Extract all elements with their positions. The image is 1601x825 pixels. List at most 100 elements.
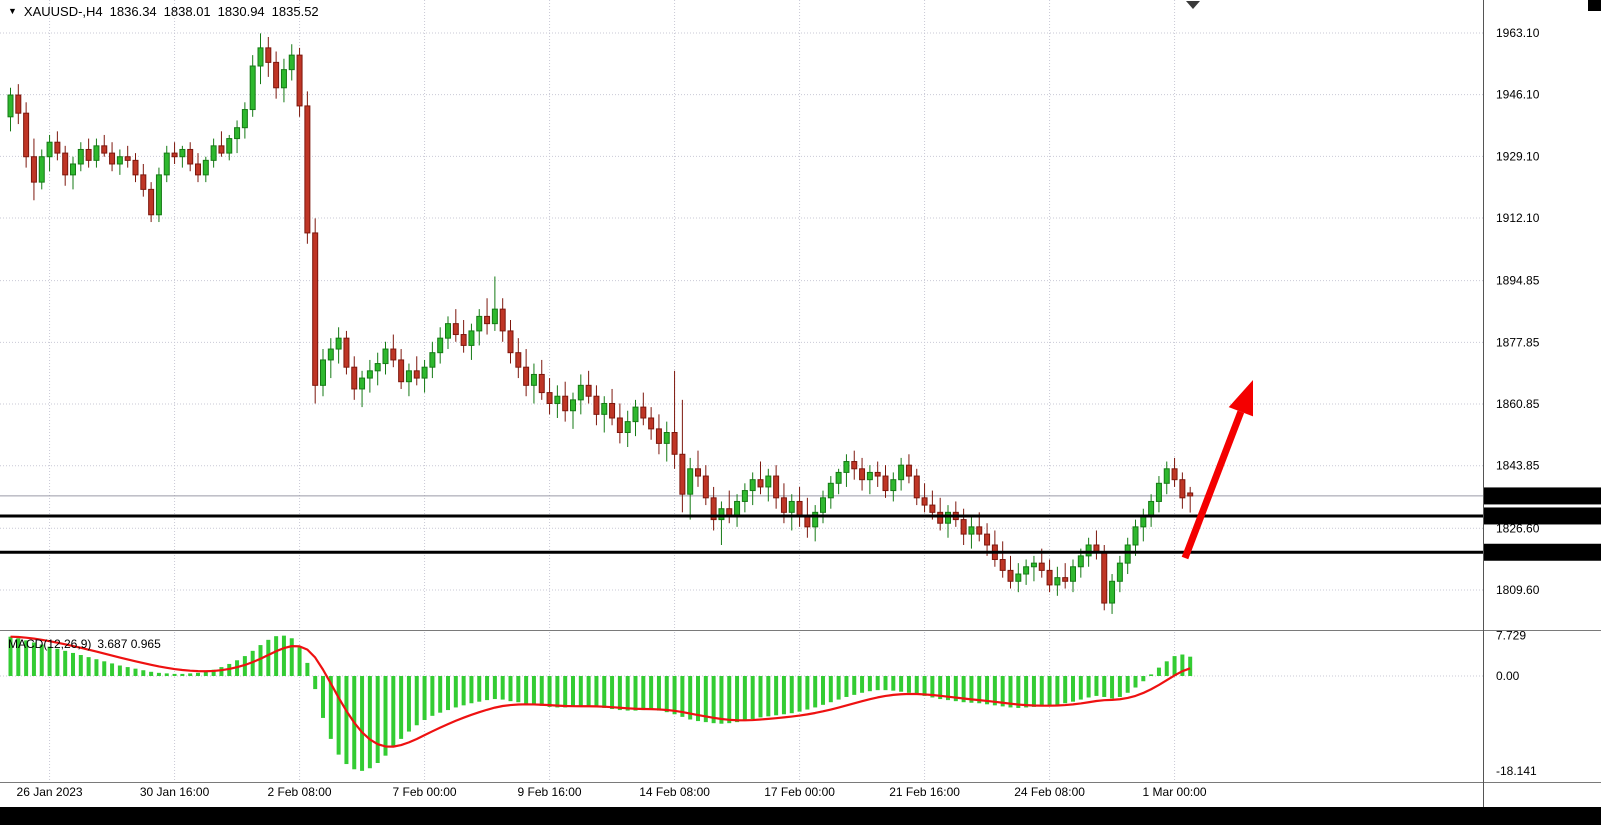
trend-arrow[interactable] xyxy=(1181,380,1254,560)
candle-body xyxy=(749,479,756,492)
candle-body xyxy=(820,497,826,513)
macd-bar xyxy=(438,676,443,713)
time-tick-label: 9 Feb 16:00 xyxy=(518,785,582,799)
candle-body xyxy=(288,54,295,71)
macd-bar xyxy=(164,673,169,676)
candle-body xyxy=(413,370,420,379)
macd-bar xyxy=(742,676,747,721)
candle-body xyxy=(366,370,373,379)
candle-body xyxy=(780,497,787,513)
candle-body xyxy=(437,337,444,354)
candle-body xyxy=(648,417,655,430)
price-tick-label: 1963.10 xyxy=(1496,26,1540,40)
macd-bar xyxy=(367,676,372,769)
macd-bar xyxy=(1086,676,1091,698)
macd-bar xyxy=(555,676,560,708)
candle-body xyxy=(23,112,30,158)
candle-body xyxy=(1030,562,1037,568)
macd-bar xyxy=(781,676,786,715)
macd-bar xyxy=(375,676,380,764)
candle-body xyxy=(429,352,436,368)
candle-body xyxy=(77,148,84,165)
macd-bar xyxy=(39,644,44,676)
candle-body xyxy=(421,366,428,379)
hline-price-tag-label: 1830.00 xyxy=(1496,509,1540,523)
candle-body xyxy=(280,69,287,89)
candle-body xyxy=(890,479,897,492)
macd-bar xyxy=(883,676,888,691)
time-tick-label: 2 Feb 08:00 xyxy=(268,785,332,799)
symbol-dropdown-icon[interactable]: ▼ xyxy=(8,6,17,16)
macd-bar xyxy=(774,676,779,716)
macd-bar xyxy=(922,676,927,696)
candle-body xyxy=(38,156,45,183)
macd-bar xyxy=(78,655,83,676)
candle-body xyxy=(702,475,709,499)
candle-body xyxy=(1179,479,1186,499)
candle-body xyxy=(148,188,155,216)
candle-body xyxy=(304,105,311,234)
macd-bar xyxy=(703,676,708,723)
candle-body xyxy=(85,148,92,161)
candle-body xyxy=(554,395,561,404)
macd-bar xyxy=(1188,656,1193,676)
candle-body xyxy=(202,159,209,176)
candle-body xyxy=(445,323,451,339)
macd-bar xyxy=(992,676,997,706)
macd-bar xyxy=(1133,676,1138,688)
candle-body xyxy=(788,500,795,513)
grid-lines xyxy=(0,0,1483,782)
macd-bar xyxy=(977,676,982,704)
macd-bar xyxy=(953,676,958,702)
candle-body xyxy=(585,384,592,397)
macd-bar xyxy=(1141,676,1146,682)
macd-bar xyxy=(688,676,693,720)
candle-body xyxy=(874,471,881,477)
candle-body xyxy=(905,464,912,477)
macd-bar xyxy=(1024,676,1029,708)
time-axis[interactable]: 26 Jan 2023 30 Jan 16:00 2 Feb 08:00 7 Feb … xyxy=(17,785,1207,799)
price-tick-label: 1843.85 xyxy=(1496,459,1540,473)
candle-body xyxy=(530,373,537,386)
candle-body xyxy=(898,464,905,481)
macd-bar xyxy=(1031,676,1036,707)
macd-bar xyxy=(524,676,529,704)
candle-body xyxy=(499,308,506,332)
macd-bar xyxy=(641,676,646,711)
chart-shift-marker[interactable] xyxy=(1186,1,1200,9)
macd-bar xyxy=(1008,676,1013,708)
candle-body xyxy=(507,330,514,354)
macd-bar xyxy=(453,676,458,708)
macd-bar xyxy=(508,676,513,702)
macd-bar xyxy=(461,676,466,706)
candle-body xyxy=(1187,492,1194,497)
time-tick-label: 21 Feb 16:00 xyxy=(889,785,960,799)
macd-bar xyxy=(516,676,521,703)
candle-body xyxy=(921,497,928,506)
macd-bar xyxy=(617,676,622,711)
macd-bar xyxy=(1172,656,1177,676)
candle-body xyxy=(1077,555,1084,568)
macd-bar xyxy=(47,646,52,676)
macd-bar xyxy=(55,648,60,676)
candle-body xyxy=(187,148,194,165)
macd-bar xyxy=(985,676,990,705)
macd-histogram xyxy=(8,635,1193,771)
candle-body xyxy=(882,475,889,492)
candle-body xyxy=(234,127,241,140)
bid-price-tag-label: 1835.52 xyxy=(1496,489,1540,503)
macd-bar xyxy=(1055,676,1060,705)
candle-body xyxy=(320,359,326,386)
candle-body xyxy=(1062,577,1069,582)
time-tick-label: 30 Jan 16:00 xyxy=(140,785,210,799)
candle-body xyxy=(1109,580,1116,604)
candle-body xyxy=(624,421,631,434)
candle-body xyxy=(851,461,858,470)
macd-bar xyxy=(1063,676,1068,704)
candle-body xyxy=(609,402,616,419)
candle-body xyxy=(734,500,741,517)
macd-bar xyxy=(1039,676,1044,707)
candle-body xyxy=(859,468,866,481)
price-axis[interactable]: 1963.10 1946.10 1929.10 1912.10 1894.85 1877.… xyxy=(1496,26,1540,778)
